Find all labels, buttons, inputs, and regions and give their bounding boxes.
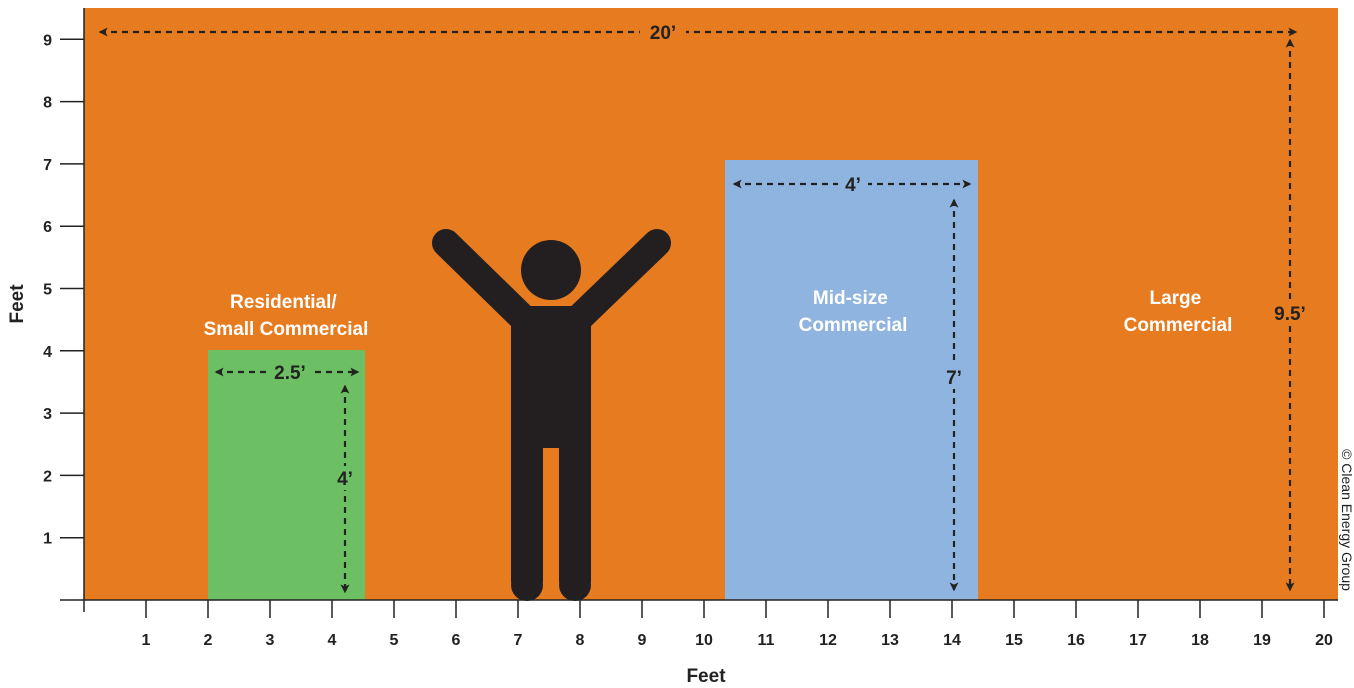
x-tick-label: 17 [1129, 632, 1147, 649]
large-label-line1: Large [1149, 288, 1201, 309]
large-width-label-bg [640, 20, 686, 44]
x-tick-label: 7 [514, 632, 523, 649]
y-axis-ticks: 1 2 3 4 5 6 7 8 9 [43, 32, 84, 548]
large-label: Large Commercial [1124, 288, 1233, 336]
copyright-label: © Clean Energy Group [1339, 449, 1354, 591]
x-tick-label: 2 [204, 632, 213, 649]
x-tick-label: 5 [390, 632, 399, 649]
midsize-label-line1: Mid-size [813, 288, 888, 309]
y-axis-title: Feet [7, 284, 28, 324]
y-tick-label: 7 [43, 157, 52, 174]
x-axis-ticks: 1 2 3 4 5 6 7 8 9 10 11 12 13 14 15 16 17 18 19 20 [142, 600, 1333, 649]
y-tick-label: 9 [43, 32, 52, 49]
y-tick-label: 3 [43, 406, 52, 423]
x-tick-label: 18 [1191, 632, 1209, 649]
x-tick-label: 16 [1067, 632, 1085, 649]
residential-width-label-bg [268, 360, 312, 384]
x-tick-label: 19 [1253, 632, 1271, 649]
x-tick-label: 4 [328, 632, 337, 649]
midsize-label-line2: Commercial [799, 315, 908, 336]
residential-height-label: 4’ [337, 469, 353, 490]
y-tick-label: 2 [43, 468, 52, 485]
x-tick-label: 12 [819, 632, 837, 649]
large-label-line2: Commercial [1124, 315, 1233, 336]
y-tick-label: 6 [43, 219, 52, 236]
residential-height-label-bg [333, 466, 357, 490]
x-tick-label: 20 [1315, 632, 1333, 649]
x-tick-label: 6 [452, 632, 461, 649]
y-tick-label: 8 [43, 95, 52, 112]
x-tick-label: 9 [638, 632, 647, 649]
x-tick-label: 11 [758, 632, 775, 649]
x-axis-title: Feet [686, 666, 726, 687]
large-height-label-bg [1266, 300, 1314, 326]
x-tick-label: 13 [881, 632, 899, 649]
midsize-width-label: 4’ [845, 175, 861, 196]
x-tick-label: 10 [695, 632, 713, 649]
x-tick-label: 15 [1005, 632, 1023, 649]
y-tick-label: 4 [43, 344, 52, 361]
x-tick-label: 8 [576, 632, 585, 649]
person-icon [432, 229, 671, 601]
residential-width-label: 2.5’ [274, 363, 306, 384]
residential-label-line1: Residential/ [230, 292, 337, 313]
large-width-label: 20’ [650, 23, 676, 44]
midsize-height-label-bg [941, 365, 967, 389]
large-height-label: 9.5’ [1274, 304, 1306, 325]
x-tick-label: 1 [142, 632, 151, 649]
x-tick-label: 14 [943, 632, 961, 649]
y-tick-label: 5 [43, 282, 52, 299]
midsize-width-label-bg [838, 172, 868, 196]
residential-label-line2: Small Commercial [204, 319, 369, 340]
y-tick-label: 1 [43, 531, 52, 548]
midsize-label: Mid-size Commercial [799, 288, 908, 336]
midsize-box [725, 160, 978, 600]
x-tick-label: 3 [266, 632, 275, 649]
midsize-height-label: 7’ [946, 368, 962, 389]
residential-label: Residential/ Small Commercial [204, 292, 369, 340]
